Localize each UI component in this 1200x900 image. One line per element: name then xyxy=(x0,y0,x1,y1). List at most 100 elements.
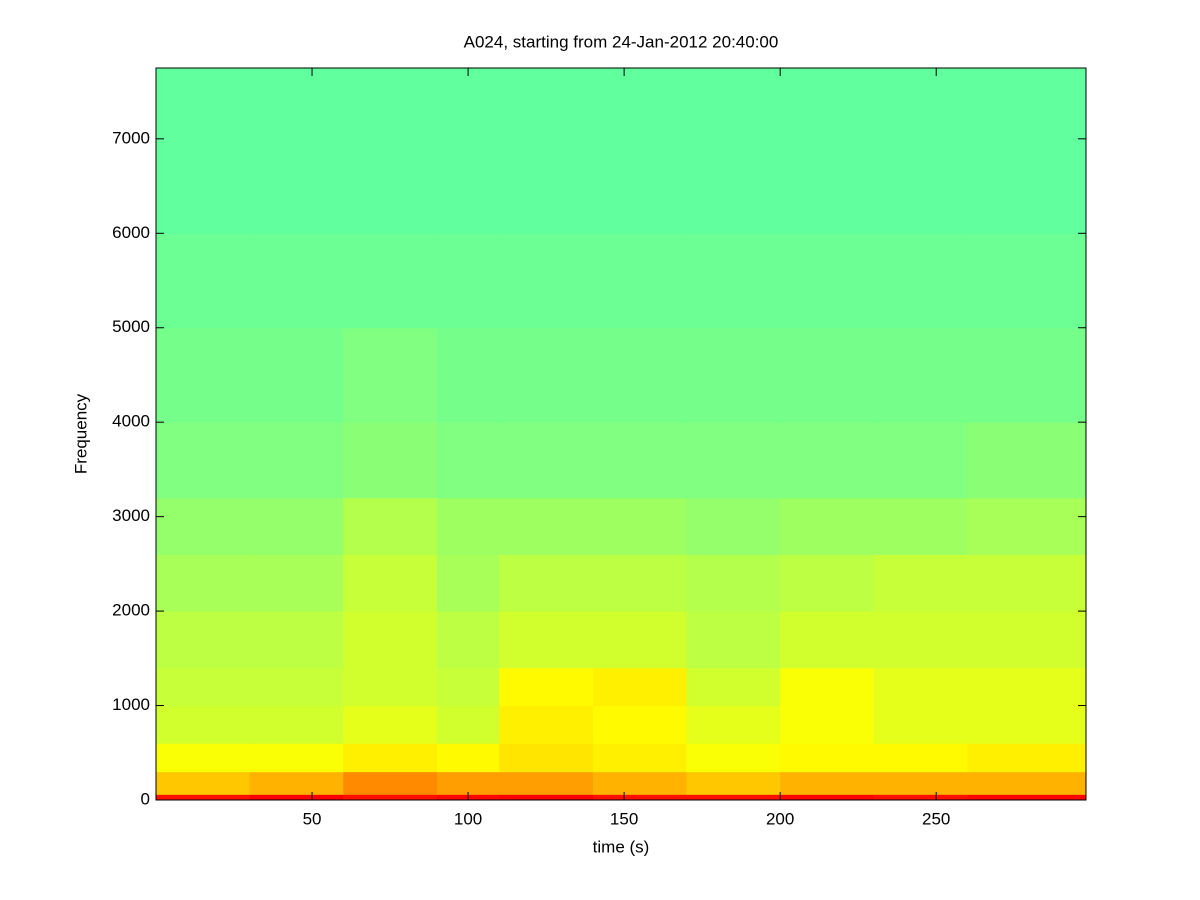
heatmap-cell xyxy=(780,497,875,555)
heatmap-cell xyxy=(499,554,594,612)
heatmap-cell xyxy=(967,771,1087,795)
heatmap-cell xyxy=(156,771,251,795)
heatmap-cell xyxy=(592,497,688,555)
heatmap-cell xyxy=(780,422,875,499)
y-tick-label: 5000 xyxy=(112,317,150,336)
heatmap-cell xyxy=(499,497,594,555)
heatmap-cell xyxy=(686,743,781,773)
heatmap-cell xyxy=(156,233,251,329)
heatmap-cell xyxy=(686,422,781,499)
heatmap-cell xyxy=(873,794,968,801)
heatmap-cell xyxy=(249,771,344,795)
heatmap-cell xyxy=(780,68,875,234)
heatmap-cell xyxy=(249,705,344,744)
heatmap-cell xyxy=(873,554,968,612)
heatmap-cell xyxy=(499,422,594,499)
heatmap-cell xyxy=(873,705,968,744)
heatmap-cell xyxy=(686,68,781,234)
heatmap-cell xyxy=(156,611,251,669)
heatmap-cell xyxy=(343,743,438,773)
heatmap-cell xyxy=(436,554,500,612)
heatmap-cell xyxy=(499,667,594,707)
heatmap-cell xyxy=(156,743,251,773)
heatmap-cell xyxy=(156,422,251,499)
heatmap-cell xyxy=(343,233,438,329)
heatmap-cell xyxy=(156,705,251,744)
x-tick-label: 100 xyxy=(454,809,482,828)
heatmap-cell xyxy=(780,233,875,329)
heatmap xyxy=(156,68,1087,801)
heatmap-cell xyxy=(967,554,1087,612)
heatmap-cell xyxy=(436,233,500,329)
heatmap-cell xyxy=(156,497,251,555)
heatmap-cell xyxy=(967,611,1087,669)
heatmap-cell xyxy=(686,705,781,744)
y-axis-label: Frequency xyxy=(71,393,90,474)
x-tick-label: 150 xyxy=(610,809,638,828)
heatmap-cell xyxy=(592,794,688,801)
heatmap-cell xyxy=(967,705,1087,744)
heatmap-cell xyxy=(686,327,781,423)
heatmap-cell xyxy=(499,771,594,795)
heatmap-cell xyxy=(873,743,968,773)
heatmap-cell xyxy=(686,794,781,801)
heatmap-cell xyxy=(499,327,594,423)
heatmap-cell xyxy=(499,611,594,669)
heatmap-cell xyxy=(873,327,968,423)
heatmap-cell xyxy=(592,327,688,423)
heatmap-cell xyxy=(592,233,688,329)
heatmap-cell xyxy=(156,327,251,423)
y-tick-label: 3000 xyxy=(112,506,150,525)
heatmap-cell xyxy=(249,611,344,669)
heatmap-cell xyxy=(343,771,438,795)
heatmap-cell xyxy=(249,667,344,707)
chart-title: A024, starting from 24-Jan-2012 20:40:00 xyxy=(464,32,779,51)
heatmap-cell xyxy=(343,327,438,423)
heatmap-cell xyxy=(436,422,500,499)
heatmap-cell xyxy=(436,497,500,555)
heatmap-cell xyxy=(156,68,251,234)
heatmap-cell xyxy=(873,497,968,555)
heatmap-cell xyxy=(436,771,500,795)
heatmap-cell xyxy=(967,327,1087,423)
heatmap-cell xyxy=(686,667,781,707)
heatmap-cell xyxy=(249,327,344,423)
heatmap-cell xyxy=(592,611,688,669)
heatmap-cell xyxy=(780,327,875,423)
heatmap-cell xyxy=(343,497,438,555)
x-tick-label: 50 xyxy=(303,809,322,828)
heatmap-cell xyxy=(967,68,1087,234)
heatmap-cell xyxy=(967,794,1087,801)
heatmap-cell xyxy=(780,554,875,612)
heatmap-cell xyxy=(686,771,781,795)
heatmap-cell xyxy=(592,705,688,744)
heatmap-cell xyxy=(436,705,500,744)
heatmap-cell xyxy=(780,611,875,669)
heatmap-cell xyxy=(499,705,594,744)
heatmap-cell xyxy=(967,233,1087,329)
heatmap-cell xyxy=(343,794,438,801)
heatmap-cell xyxy=(873,771,968,795)
heatmap-cell xyxy=(499,233,594,329)
heatmap-cell xyxy=(156,667,251,707)
heatmap-cell xyxy=(249,554,344,612)
y-tick-label: 6000 xyxy=(112,223,150,242)
heatmap-cell xyxy=(343,554,438,612)
heatmap-cell xyxy=(592,68,688,234)
heatmap-cell xyxy=(873,667,968,707)
heatmap-cell xyxy=(436,68,500,234)
y-tick-label: 2000 xyxy=(112,601,150,620)
heatmap-cell xyxy=(592,771,688,795)
heatmap-cell xyxy=(499,743,594,773)
heatmap-cell xyxy=(499,68,594,234)
heatmap-cell xyxy=(249,233,344,329)
y-tick-label: 4000 xyxy=(112,412,150,431)
heatmap-cell xyxy=(436,611,500,669)
y-tick-label: 1000 xyxy=(112,695,150,714)
x-tick-label: 250 xyxy=(922,809,950,828)
heatmap-cell xyxy=(249,422,344,499)
heatmap-cell xyxy=(780,771,875,795)
heatmap-cell xyxy=(967,422,1087,499)
heatmap-cell xyxy=(780,794,875,801)
